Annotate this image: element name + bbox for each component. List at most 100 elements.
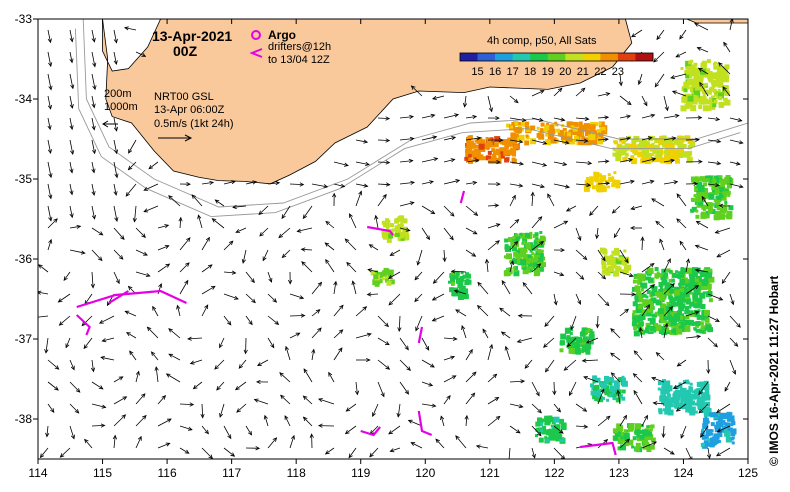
current-vector	[663, 158, 676, 163]
current-vector	[374, 214, 379, 229]
current-vector	[91, 205, 96, 220]
current-vector	[355, 332, 372, 339]
current-vector	[399, 359, 411, 371]
current-vector	[410, 442, 423, 449]
current-vector	[157, 245, 170, 251]
y-tick-label: -35	[15, 172, 33, 186]
current-vector	[135, 271, 151, 277]
current-vector	[716, 249, 731, 258]
current-vector	[44, 337, 49, 354]
current-vector	[127, 161, 137, 171]
current-vector	[91, 51, 97, 68]
current-vector	[729, 139, 744, 145]
sst-patch	[506, 121, 608, 146]
current-vector	[219, 403, 225, 418]
map-frame	[37, 18, 749, 460]
current-vector	[721, 271, 731, 284]
current-vector	[69, 139, 75, 156]
current-vector	[610, 352, 621, 361]
current-vector	[407, 419, 423, 427]
current-vector	[399, 158, 414, 164]
current-vector	[91, 423, 106, 428]
current-vector	[575, 293, 581, 305]
current-vector	[317, 423, 335, 428]
argo-tracks	[75, 190, 617, 456]
current-vector	[125, 183, 137, 197]
y-tick-label: -33	[15, 12, 33, 26]
colorbar-tick-label: 20	[559, 66, 571, 78]
current-vector	[259, 227, 269, 237]
current-vector	[143, 205, 159, 213]
current-vector	[98, 315, 115, 324]
current-vector	[389, 447, 401, 453]
current-vector	[443, 113, 460, 119]
current-vector	[465, 205, 479, 216]
current-vector	[179, 182, 191, 187]
current-vector	[410, 85, 423, 97]
current-vector	[465, 249, 477, 257]
current-vector	[641, 414, 648, 427]
current-vector	[509, 95, 519, 104]
colorbar-tick-label: 21	[577, 66, 589, 78]
current-vector	[462, 95, 468, 108]
current-vector	[685, 310, 700, 317]
current-vector	[223, 180, 237, 185]
current-vector	[245, 271, 255, 284]
current-vector	[698, 381, 709, 396]
current-vector	[281, 205, 291, 220]
current-vector	[701, 195, 709, 207]
current-vector	[461, 325, 467, 339]
current-vector	[672, 381, 687, 389]
current-vector	[637, 73, 643, 86]
colorbar-segment	[617, 53, 636, 61]
current-vector	[179, 279, 189, 295]
y-tick-label: -34	[15, 92, 33, 106]
current-vector	[700, 425, 709, 438]
current-vector	[421, 337, 430, 351]
sst-patch	[657, 379, 712, 416]
current-vector	[487, 397, 500, 405]
current-vectors	[38, 19, 744, 459]
current-vector	[165, 373, 181, 383]
current-vector	[575, 227, 582, 241]
current-vector	[38, 315, 49, 320]
current-vector	[652, 401, 665, 406]
argo-track	[417, 326, 424, 344]
current-vector	[281, 249, 291, 259]
sst-patch	[535, 415, 567, 444]
current-vector	[263, 414, 269, 427]
current-vector	[641, 441, 658, 449]
current-vector	[695, 221, 709, 229]
current-vector	[651, 376, 665, 383]
current-vector	[421, 359, 435, 368]
current-vector	[123, 26, 137, 31]
current-vector	[332, 192, 337, 207]
current-vector	[280, 394, 291, 405]
current-vector	[583, 376, 599, 383]
current-vector	[630, 205, 643, 211]
current-vector	[421, 157, 439, 163]
current-vector	[640, 236, 645, 251]
current-vector	[355, 161, 370, 166]
current-vector	[443, 355, 456, 361]
current-vector	[168, 353, 181, 361]
current-vector	[243, 337, 248, 355]
current-vector	[619, 249, 629, 264]
colorbar-segment	[635, 53, 654, 61]
map-date: 13-Apr-2021	[152, 28, 233, 44]
current-vector	[676, 218, 687, 229]
current-vector	[641, 284, 656, 295]
current-vector	[344, 238, 357, 251]
current-vector	[630, 225, 642, 231]
current-vector	[465, 227, 478, 235]
colorbar-tick-label: 18	[524, 66, 536, 78]
current-vector	[83, 337, 93, 350]
current-vector	[552, 381, 557, 396]
current-vector	[311, 348, 316, 361]
current-vector	[553, 220, 569, 229]
current-vector	[509, 194, 516, 207]
current-vector	[443, 375, 457, 383]
current-vector	[509, 139, 524, 144]
current-vector	[597, 137, 609, 142]
current-vector	[90, 359, 96, 373]
